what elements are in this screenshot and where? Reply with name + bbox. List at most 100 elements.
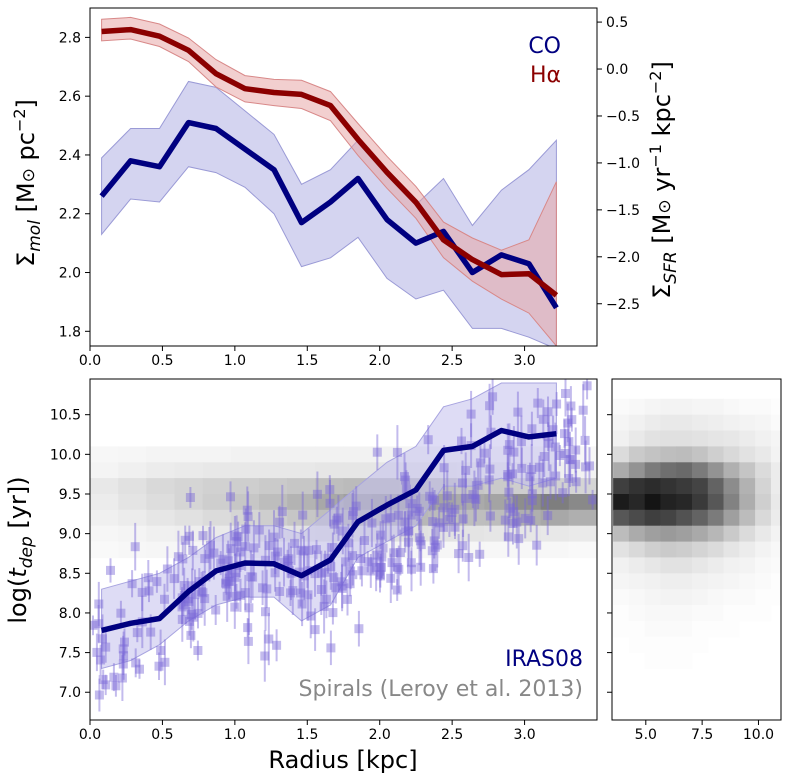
- iras08-point: [348, 551, 357, 561]
- iras08-point: [543, 407, 553, 417]
- iras08-point: [243, 512, 253, 522]
- spirals-side-density-cell: [755, 589, 772, 606]
- iras08-point: [177, 614, 187, 624]
- spirals-side-density-cell: [628, 414, 646, 432]
- spirals-density-cell: [568, 478, 597, 495]
- iras08-point: [376, 530, 386, 540]
- iras08-point: [458, 541, 468, 551]
- spirals-side-density-cell: [770, 398, 781, 416]
- spirals-side-density-cell: [723, 541, 740, 558]
- iras08-point: [120, 637, 129, 647]
- iras08-point: [275, 587, 285, 596]
- iras08-point: [416, 540, 426, 550]
- iras08-point: [243, 623, 253, 633]
- spirals-side-density-cell: [660, 573, 677, 590]
- bottom-xlabel: Radius [kpc]: [268, 746, 417, 774]
- iras08-point: [270, 551, 280, 561]
- iras08-point: [464, 553, 474, 562]
- spirals-side-density-cell: [613, 509, 630, 527]
- top-right-y-tick-label: 0.0: [606, 62, 628, 78]
- spirals-density-cell: [540, 541, 570, 559]
- spirals-side-density-cell: [613, 620, 630, 638]
- iras08-point: [432, 540, 442, 550]
- iras08-point: [169, 574, 179, 584]
- spirals-side-density-cell: [739, 398, 756, 416]
- spirals-density-cell: [456, 494, 485, 511]
- spirals-side-density-cell: [723, 589, 740, 606]
- iras08-point: [279, 557, 289, 567]
- iras08-point: [378, 543, 388, 553]
- iras08-point: [254, 525, 264, 535]
- iras08-point: [588, 495, 597, 505]
- spirals-side-density-cell: [755, 478, 772, 495]
- spirals-side-density-cell: [628, 557, 646, 574]
- iras08-point: [508, 469, 518, 479]
- spirals-density-cell: [287, 494, 316, 511]
- iras08-point: [296, 588, 306, 598]
- spirals-side-density-cell: [613, 573, 630, 590]
- iras08-point: [177, 602, 187, 612]
- spirals-side-density-cell: [613, 494, 630, 511]
- spirals-side-density-cell: [755, 525, 772, 543]
- iras08-point: [137, 587, 147, 597]
- iras08-point: [377, 552, 387, 562]
- top-right-ylabel: ΣSFR [M⊙ yr−1 kpc−2]: [646, 61, 681, 299]
- iras08-point: [144, 586, 154, 596]
- iras08-point: [304, 545, 314, 555]
- spirals-side-density-cell: [613, 541, 630, 558]
- iras08-point: [94, 599, 104, 609]
- iras08-point: [546, 477, 555, 487]
- iras08-point: [571, 477, 581, 487]
- spirals-side-density-cell: [723, 525, 740, 543]
- spirals-density-cell: [146, 541, 176, 559]
- iras08-point: [343, 538, 353, 548]
- iras08-point: [94, 619, 104, 629]
- spirals-side-density-cell: [739, 494, 756, 511]
- spirals-side-density-cell: [755, 509, 772, 527]
- iras08-point: [578, 405, 588, 415]
- iras08-point: [560, 429, 569, 439]
- iras08-point: [406, 510, 416, 520]
- spirals-side-density-cell: [770, 557, 781, 574]
- spirals-side-density-cell: [770, 541, 781, 558]
- spirals-side-density-cell: [723, 620, 740, 638]
- iras08-point: [246, 572, 256, 582]
- iras08-point: [439, 522, 448, 532]
- iras08-point: [296, 545, 306, 555]
- spirals-side-density-cell: [628, 589, 646, 606]
- legend-iras08: IRAS08: [505, 647, 583, 672]
- bottom-ylabel: log(tdep [yr]): [4, 476, 37, 623]
- iras08-point: [534, 462, 544, 472]
- iras08-point: [243, 636, 253, 646]
- spirals-side-density-cell: [707, 446, 725, 463]
- spirals-side-density-cell: [770, 430, 781, 447]
- iras08-point: [484, 475, 494, 485]
- spirals-side-density-cell: [613, 414, 630, 432]
- iras08-point: [193, 608, 203, 618]
- iras08-point: [180, 535, 190, 545]
- spirals-side-density-cell: [660, 494, 677, 511]
- spirals-density-cell: [428, 541, 457, 559]
- spirals-side-density-cell: [692, 414, 709, 432]
- iras08-point: [211, 605, 221, 615]
- spirals-density-cell: [259, 494, 288, 511]
- iras08-point: [428, 517, 438, 527]
- spirals-side-density-cell: [755, 446, 772, 463]
- spirals-side-density-cell: [644, 636, 661, 654]
- iras08-point: [466, 409, 476, 419]
- iras08-point: [326, 562, 336, 572]
- iras08-point: [269, 532, 279, 542]
- iras08-point: [160, 594, 169, 604]
- iras08-point: [488, 392, 498, 402]
- spirals-side-density-cell: [660, 478, 677, 495]
- iras08-point: [400, 527, 410, 537]
- iras08-point: [401, 475, 411, 485]
- spirals-side-density-cell: [707, 509, 725, 527]
- iras08-point: [241, 524, 251, 534]
- iras08-point: [357, 566, 367, 576]
- spirals-side-density-cell: [628, 509, 646, 527]
- iras08-point: [90, 620, 98, 630]
- top-x-tick-label: 1.0: [224, 353, 246, 369]
- spirals-side-density-cell: [739, 525, 756, 543]
- spirals-side-density-cell: [723, 414, 740, 432]
